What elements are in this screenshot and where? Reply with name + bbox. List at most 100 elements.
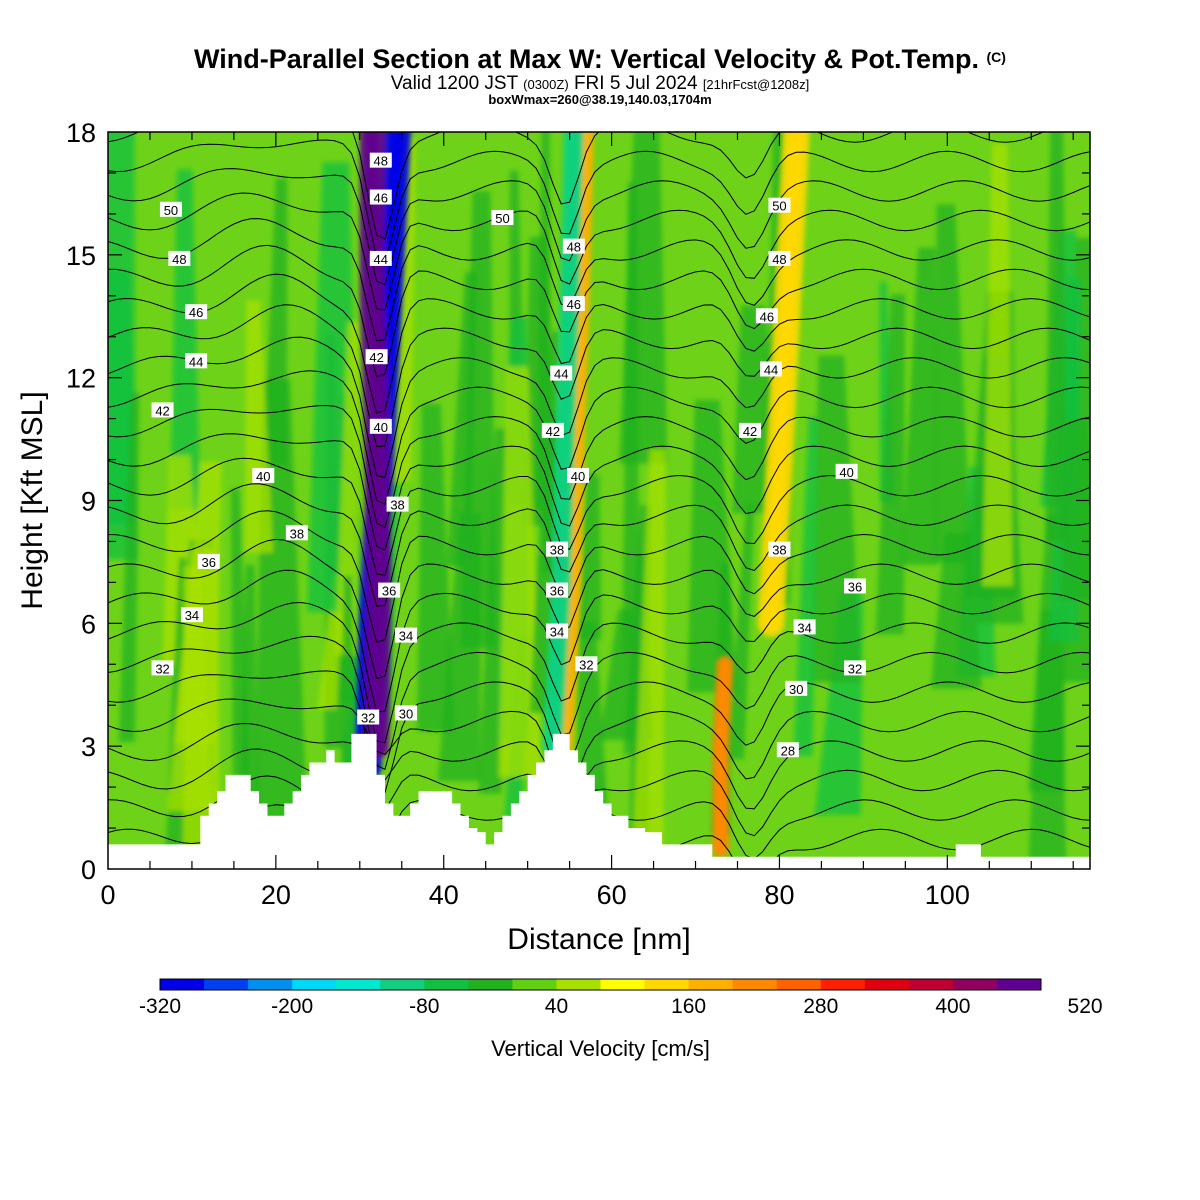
colorbar-swatch — [600, 979, 646, 990]
isentrope-label-text: 38 — [290, 526, 304, 541]
isentrope-label-text: 44 — [554, 367, 568, 382]
wv-streak — [240, 564, 259, 809]
title-text: Wind-Parallel Section at Max W: Vertical… — [194, 44, 979, 74]
isentrope-label-text: 34 — [185, 608, 199, 623]
colorbar-swatch — [688, 979, 734, 990]
isentrope-line — [108, 192, 1090, 311]
plot-area: 50 48 46 44 42 40 38 36 34 32 48 46 44 42 40 38 36 34 32 30… — [108, 132, 1090, 869]
y-tick-label: 6 — [81, 609, 96, 639]
isentrope-label-text: 32 — [579, 657, 593, 672]
isentrope-label: 48 — [768, 250, 791, 267]
isentrope-label: 28 — [776, 742, 799, 758]
valid-date: FRI 5 Jul 2024 — [573, 73, 698, 94]
isentrope-label-bg — [197, 553, 220, 569]
updraft-core — [366, 132, 386, 753]
isentrope-label: 38 — [285, 525, 308, 541]
x-tick-label: 20 — [261, 880, 291, 910]
isentrope-label-text: 38 — [390, 498, 404, 513]
isentrope-label-bg — [793, 619, 816, 635]
isentrope-line — [108, 569, 1090, 713]
isentrope-label-bg — [491, 209, 514, 225]
colorbar-swatch — [292, 979, 337, 990]
colorbar-swatch — [424, 979, 469, 990]
colorbar-swatch — [248, 979, 293, 990]
isentrope-label-bg — [843, 578, 866, 594]
isentrope-label-bg — [546, 623, 569, 639]
isentrope-label-text: 44 — [189, 354, 203, 369]
isentrope-label: 50 — [159, 201, 182, 218]
isentrope-label-bg — [567, 467, 590, 483]
isentrope-line — [108, 168, 1090, 286]
colorbar-label: 40 — [545, 995, 568, 1018]
isentrope-label-bg — [550, 365, 573, 381]
updraft-band-3 — [716, 660, 730, 853]
isentrope-line — [108, 404, 1090, 529]
isentrope-label-text: 40 — [571, 469, 585, 484]
colorbar-swatch — [204, 979, 249, 990]
isentrope-label-bg — [252, 467, 275, 483]
colorbar-label: -200 — [271, 995, 313, 1018]
colorbar-swatch — [952, 979, 998, 990]
isentrope-label-text: 40 — [839, 465, 853, 480]
y-tick-label: 9 — [81, 487, 96, 517]
isentrope-label-text: 50 — [164, 203, 178, 218]
isentrope-line — [108, 635, 1090, 770]
wv-streak — [793, 417, 819, 756]
colorbar-border — [159, 978, 1042, 991]
wv-streak — [391, 138, 416, 481]
isentrope-line — [108, 218, 1090, 342]
isentrope-label: 46 — [185, 304, 208, 320]
isentrope-line — [108, 601, 1090, 744]
isentrope-label-bg — [365, 349, 388, 365]
terrain-mask — [108, 733, 1090, 869]
colorbar-swatch — [160, 979, 205, 990]
colorbar-label: 400 — [935, 995, 970, 1018]
isentrope-label: 48 — [369, 152, 392, 169]
wv-streak — [1028, 610, 1067, 867]
isentrope-label-text: 42 — [743, 424, 757, 439]
isentrope-label-bg — [151, 402, 174, 418]
y-tick-label: 12 — [66, 364, 96, 394]
copyright-mark: (C) — [986, 49, 1006, 65]
colorbar-swatch — [996, 979, 1042, 990]
isentrope-label: 32 — [843, 660, 866, 676]
isentrope-label-bg — [378, 582, 401, 598]
isentrope-label: 48 — [168, 250, 191, 267]
wv-streak — [982, 143, 1014, 587]
isentrope-line — [108, 139, 1090, 263]
isentrope-label-bg — [369, 152, 392, 168]
isentrope-label-text: 32 — [848, 661, 862, 676]
isentrope-label-bg — [180, 607, 203, 623]
isentrope-label-text: 30 — [399, 706, 413, 721]
isentrope-line — [108, 722, 1090, 816]
isentrope-line — [108, 698, 1090, 792]
isentrope-label-text: 48 — [772, 252, 786, 267]
valid-utc: (0300Z) — [523, 77, 569, 92]
isentrope-label-text: 40 — [374, 420, 388, 435]
y-tick-label: 3 — [81, 732, 96, 762]
colorbar: -320 -200 -80 40 160 280 400 520 Vertical Veloci… — [139, 978, 1103, 1061]
wv-streak — [118, 392, 140, 743]
isentrope-label: 44 — [369, 250, 392, 267]
isentrope-label-text: 28 — [781, 743, 795, 758]
isentrope-label: 38 — [546, 541, 569, 558]
isentrope-label: 30 — [394, 705, 417, 721]
isentrope-label-bg — [739, 422, 762, 438]
isentrope-label-text: 42 — [155, 403, 169, 418]
x-tick-label: 0 — [100, 880, 115, 910]
isentrope-label-bg — [394, 627, 417, 643]
colorbar-label: -80 — [409, 995, 439, 1018]
isentrope-labels: 50 48 46 44 42 40 38 36 34 32 48 46 44 42 40 38 36 34 32 30… — [151, 152, 866, 758]
isentrope-label-text: 48 — [172, 252, 186, 267]
isentrope-line — [108, 748, 1090, 838]
isentrope-label-bg — [768, 541, 791, 557]
isentrope-label-bg — [541, 422, 564, 438]
isentrope-label-text: 50 — [495, 211, 509, 226]
isentrope-label-bg — [562, 238, 585, 254]
x-tick-label: 80 — [764, 880, 794, 910]
wv-streak — [875, 294, 905, 635]
colorbar-swatch — [468, 979, 513, 990]
isentrope-label-text: 42 — [546, 424, 560, 439]
